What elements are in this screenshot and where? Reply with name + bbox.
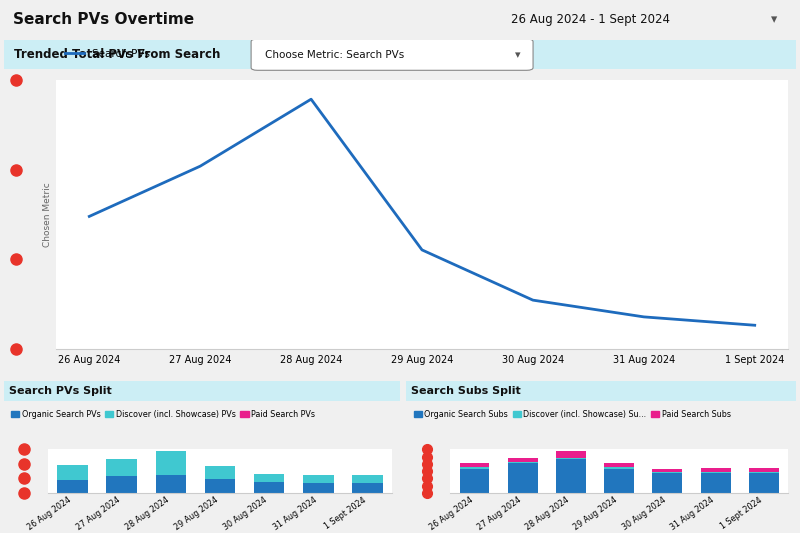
Text: Search PVs Overtime: Search PVs Overtime	[13, 12, 194, 27]
Legend: Organic Search Subs, Discover (incl. Showcase) Su..., Paid Search Subs: Organic Search Subs, Discover (incl. Sho…	[410, 407, 734, 422]
Bar	[604, 469, 634, 493]
Bar	[205, 466, 235, 479]
Bar	[106, 477, 137, 493]
Y-axis label: Chosen Metric: Chosen Metric	[43, 182, 52, 247]
Bar	[508, 457, 538, 462]
Legend: Organic Search PVs, Discover (incl. Showcase) PVs, Paid Search PVs: Organic Search PVs, Discover (incl. Show…	[8, 407, 318, 422]
Bar	[352, 475, 382, 482]
Bar	[406, 381, 796, 401]
Bar	[604, 467, 634, 469]
Bar	[749, 469, 779, 472]
Bar	[653, 472, 682, 473]
Bar	[701, 473, 730, 493]
Bar	[749, 473, 779, 493]
Text: Trended Total PVs From Search: Trended Total PVs From Search	[14, 48, 220, 61]
Bar	[254, 474, 284, 482]
Bar	[653, 473, 682, 493]
Bar	[459, 467, 490, 469]
Text: ▾: ▾	[515, 50, 521, 60]
Bar	[556, 451, 586, 457]
Text: Search PVs Split: Search PVs Split	[9, 386, 111, 396]
Text: Search Subs Split: Search Subs Split	[411, 386, 521, 396]
Bar	[556, 457, 586, 459]
Bar	[749, 472, 779, 473]
Bar	[701, 469, 730, 472]
Bar	[556, 459, 586, 493]
Bar	[58, 465, 88, 480]
Bar	[508, 463, 538, 493]
Bar	[459, 469, 490, 493]
Bar	[303, 475, 334, 482]
Text: ▾: ▾	[771, 13, 778, 26]
Bar	[106, 459, 137, 477]
Bar	[352, 482, 382, 493]
Bar	[459, 463, 490, 467]
Bar	[4, 40, 796, 69]
Bar	[205, 479, 235, 493]
Bar	[156, 451, 186, 475]
Bar	[156, 475, 186, 493]
Bar	[4, 381, 400, 401]
Bar	[701, 472, 730, 473]
Legend: Search PVs: Search PVs	[62, 45, 154, 63]
FancyBboxPatch shape	[251, 39, 533, 70]
Bar	[604, 463, 634, 467]
Text: 26 Aug 2024 - 1 Sept 2024: 26 Aug 2024 - 1 Sept 2024	[511, 13, 670, 26]
Bar	[508, 462, 538, 463]
Bar	[303, 482, 334, 493]
Bar	[58, 480, 88, 493]
Text: Choose Metric: Search PVs: Choose Metric: Search PVs	[266, 50, 405, 60]
Bar	[254, 482, 284, 493]
Bar	[653, 469, 682, 472]
